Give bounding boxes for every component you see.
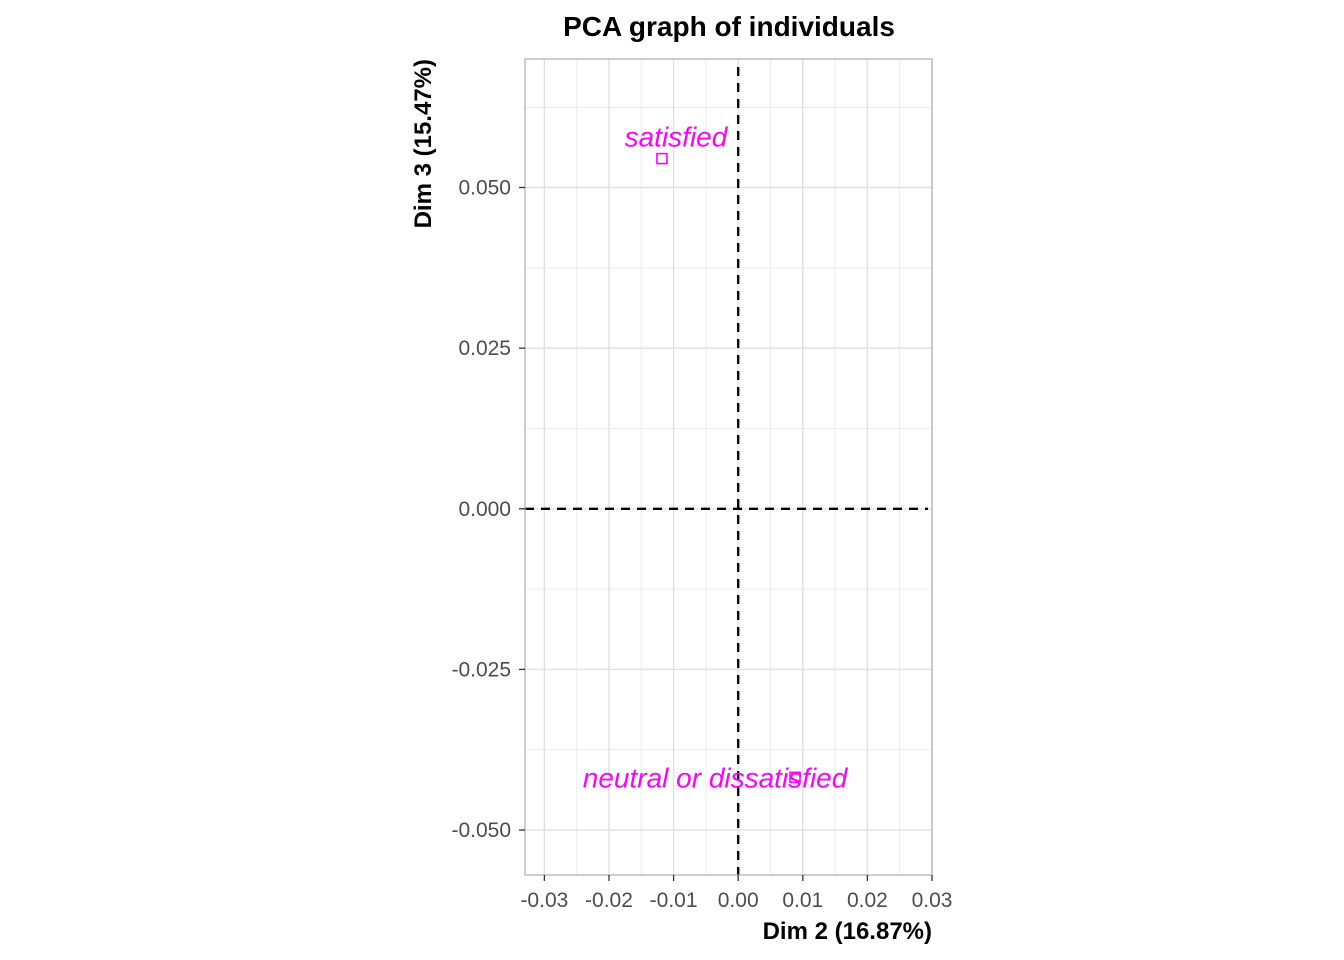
y-tick-label: 0.025 (458, 337, 511, 360)
point-label: neutral or dissatisfied (583, 762, 849, 793)
y-tick-label: 0.050 (458, 177, 511, 200)
chart-title: PCA graph of individuals (563, 11, 895, 42)
x-axis-title: Dim 2 (16.87%) (763, 918, 932, 945)
minor-grid (525, 59, 932, 875)
x-tick-label: -0.01 (650, 889, 698, 912)
y-axis-title: Dim 3 (15.47%) (410, 59, 437, 228)
point-label: satisfied (625, 122, 729, 153)
y-tick-label: -0.025 (451, 658, 511, 681)
point-marker (656, 152, 668, 165)
x-tick-label: -0.02 (585, 889, 633, 912)
reference-lines (525, 67, 928, 875)
y-tick-label: 0.000 (458, 498, 511, 521)
y-axis-ticks: -0.050 -0.025 0.000 0.025 0.050 (451, 177, 525, 842)
x-axis-ticks: -0.03 -0.02 -0.01 0.00 0.01 0.02 0.03 (520, 875, 952, 912)
x-tick-label: -0.03 (520, 889, 568, 912)
x-tick-label: 0.01 (782, 889, 823, 912)
x-tick-label: 0.02 (847, 889, 888, 912)
y-tick-label: -0.050 (451, 819, 511, 842)
plot-panel-border (524, 58, 933, 876)
data-points: satisfied neutral or dissatisfied (583, 122, 849, 794)
major-grid (525, 59, 933, 875)
point-marker (789, 771, 801, 784)
x-tick-label: 0.03 (912, 889, 953, 912)
x-tick-label: 0.00 (718, 889, 759, 912)
